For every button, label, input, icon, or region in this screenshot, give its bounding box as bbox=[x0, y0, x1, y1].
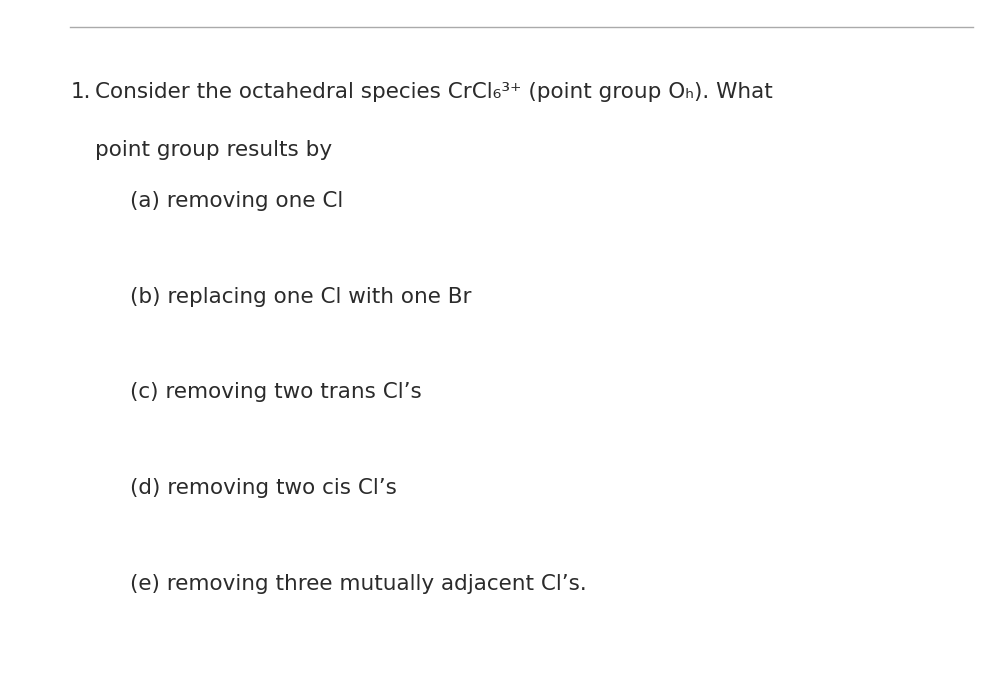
Text: 1.: 1. bbox=[70, 82, 90, 102]
Text: (c) removing two trans Cl’s: (c) removing two trans Cl’s bbox=[130, 382, 422, 402]
Text: (d) removing two cis Cl’s: (d) removing two cis Cl’s bbox=[130, 478, 397, 498]
Text: Consider the octahedral species CrCl₆³⁺ (point group Oₕ). What: Consider the octahedral species CrCl₆³⁺ … bbox=[95, 82, 773, 102]
Text: (a) removing one Cl: (a) removing one Cl bbox=[130, 191, 344, 211]
Text: point group results by: point group results by bbox=[95, 140, 332, 160]
Text: (b) replacing one Cl with one Br: (b) replacing one Cl with one Br bbox=[130, 287, 471, 307]
Text: (e) removing three mutually adjacent Cl’s.: (e) removing three mutually adjacent Cl’… bbox=[130, 574, 586, 594]
